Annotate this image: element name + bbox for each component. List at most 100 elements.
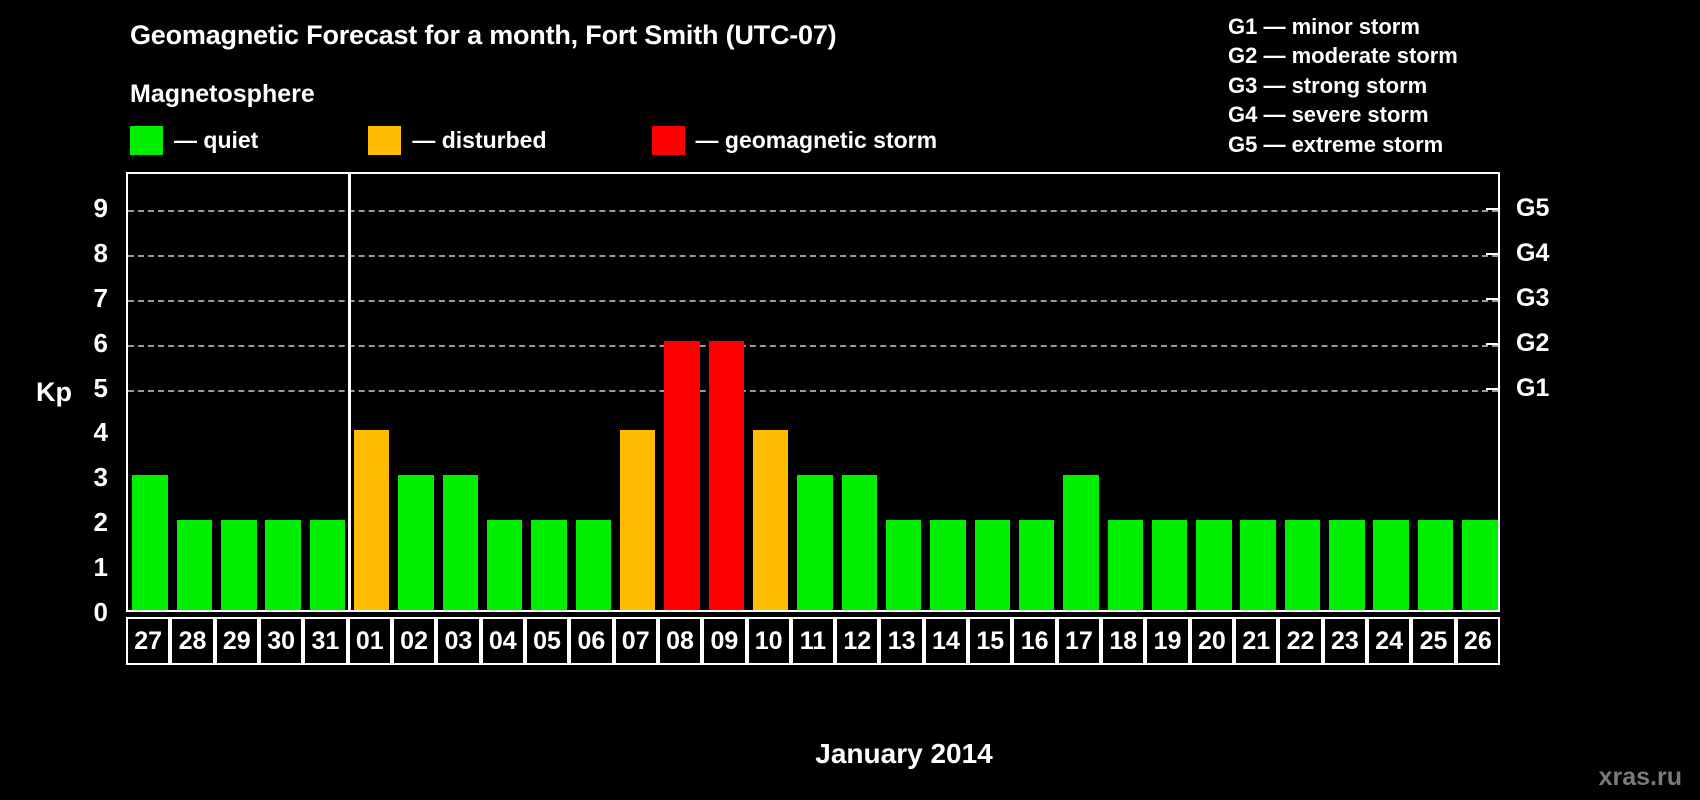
g-legend-line-g3: G3 — strong storm — [1228, 72, 1428, 98]
watermark: xras.ru — [1598, 763, 1682, 791]
bar-day-28 — [176, 520, 213, 610]
bar-day-06 — [575, 520, 612, 610]
day-label-06: 06 — [569, 617, 614, 665]
bar-series — [128, 174, 1498, 610]
bar-day-15 — [974, 520, 1010, 610]
bar-day-02 — [398, 475, 434, 610]
bar-day-18 — [1107, 520, 1143, 610]
gridline-kp-8 — [128, 254, 1498, 257]
day-label-09: 09 — [702, 617, 747, 665]
bar-day-20 — [1196, 520, 1232, 610]
day-label-05: 05 — [524, 617, 570, 665]
bar-day-08 — [664, 340, 700, 610]
bar-day-29 — [221, 520, 257, 610]
g-tick-label-g3: G3 — [1516, 283, 1550, 312]
day-label-17: 17 — [1056, 617, 1102, 665]
gridline-kp-9 — [128, 209, 1498, 212]
bar-day-14 — [930, 520, 966, 610]
day-label-12: 12 — [835, 617, 880, 665]
day-label-02: 02 — [391, 617, 437, 665]
bar-day-01 — [354, 430, 390, 610]
bar-day-11 — [797, 475, 833, 610]
g-legend-line-g2: G2 — moderate storm — [1228, 43, 1458, 69]
bar-day-30 — [265, 520, 301, 610]
bar-day-17 — [1063, 475, 1099, 610]
bar-day-10 — [752, 430, 789, 610]
g-tick-mark-g4 — [1486, 252, 1499, 255]
y-tick-label-6: 6 — [93, 327, 108, 358]
y-axis-title: Kp — [36, 377, 72, 407]
bar-day-21 — [1240, 520, 1276, 610]
legend-swatch-quiet — [130, 125, 163, 155]
g-legend-line-g1: G1 — minor storm — [1228, 14, 1420, 39]
g-tick-label-g4: G4 — [1516, 238, 1550, 267]
y-tick-label-9: 9 — [93, 192, 108, 223]
bar-day-23 — [1329, 520, 1365, 610]
day-label-20: 20 — [1189, 617, 1235, 665]
bar-day-05 — [531, 520, 567, 610]
bar-day-04 — [487, 520, 523, 610]
legend-item-disturbed: — disturbed — [368, 124, 547, 156]
plot-area — [126, 172, 1500, 612]
g-tick-mark-g3 — [1486, 297, 1499, 300]
day-label-14: 14 — [923, 617, 969, 665]
bar-day-07 — [619, 430, 656, 610]
legend-swatch-disturbed — [368, 125, 402, 155]
y-tick-label-7: 7 — [93, 282, 108, 313]
bar-day-26 — [1462, 520, 1498, 610]
gridline-kp-7 — [128, 299, 1498, 302]
x-axis-title-text: January 2014 — [815, 738, 993, 769]
g-legend-line-g4: G4 — severe storm — [1228, 102, 1429, 128]
day-label-22: 22 — [1278, 617, 1323, 665]
bar-day-09 — [708, 340, 745, 610]
day-label-31: 31 — [303, 617, 348, 665]
day-label-01: 01 — [347, 617, 392, 665]
bar-day-12 — [841, 475, 878, 610]
bar-day-31 — [309, 520, 346, 610]
legend-label-disturbed: — disturbed — [412, 126, 547, 153]
y-tick-label-8: 8 — [93, 237, 108, 268]
day-label-07: 07 — [613, 617, 658, 665]
bar-day-16 — [1018, 520, 1055, 610]
day-label-04: 04 — [480, 617, 525, 665]
bar-day-27 — [132, 475, 168, 610]
legend-swatch-storm — [651, 125, 685, 155]
day-label-03: 03 — [436, 617, 481, 665]
plot-inner — [128, 174, 1498, 610]
day-label-29: 29 — [214, 617, 259, 665]
legend-item-quiet: — quiet — [130, 124, 258, 156]
day-label-16: 16 — [1012, 617, 1057, 665]
day-label-25: 25 — [1411, 617, 1456, 665]
bar-day-19 — [1151, 520, 1188, 610]
page-title: Geomagnetic Forecast for a month, Fort S… — [130, 20, 837, 50]
bar-day-13 — [885, 520, 922, 610]
y-tick-label-3: 3 — [93, 462, 108, 493]
day-label-18: 18 — [1101, 617, 1146, 665]
day-label-23: 23 — [1322, 617, 1368, 665]
g-tick-mark-g2 — [1486, 342, 1499, 345]
y-tick-label-4: 4 — [93, 417, 108, 448]
day-label-28: 28 — [170, 617, 215, 665]
g-legend-line-g5: G5 — extreme storm — [1228, 131, 1444, 157]
day-label-26: 26 — [1455, 617, 1500, 665]
g-tick-label-g5: G5 — [1516, 193, 1550, 222]
day-label-10: 10 — [746, 617, 791, 665]
day-label-24: 24 — [1367, 617, 1412, 665]
bar-day-25 — [1417, 520, 1454, 610]
day-label-13: 13 — [879, 617, 924, 665]
bar-day-24 — [1373, 520, 1409, 610]
legend: — quiet — disturbed — geomagnetic storm — [130, 124, 937, 156]
y-tick-label-1: 1 — [93, 552, 108, 583]
month-divider — [348, 174, 352, 610]
g-tick-label-g1: G1 — [1516, 373, 1550, 402]
y-tick-label-2: 2 — [93, 507, 108, 538]
g-scale-legend: G1 — minor storm G2 — moderate storm G3 … — [1228, 12, 1688, 159]
day-label-27: 27 — [126, 617, 171, 665]
x-axis-day-labels: 27 28 29 30 31 01 02 03 04 05 06 07 08 09 10 11 12 13 14 15… — [126, 617, 1500, 665]
y-tick-label-0: 0 — [93, 597, 108, 627]
bar-day-22 — [1284, 520, 1321, 610]
g-tick-mark-g1 — [1486, 387, 1499, 390]
day-label-21: 21 — [1234, 617, 1279, 665]
day-label-19: 19 — [1145, 617, 1190, 665]
day-label-11: 11 — [790, 617, 836, 665]
